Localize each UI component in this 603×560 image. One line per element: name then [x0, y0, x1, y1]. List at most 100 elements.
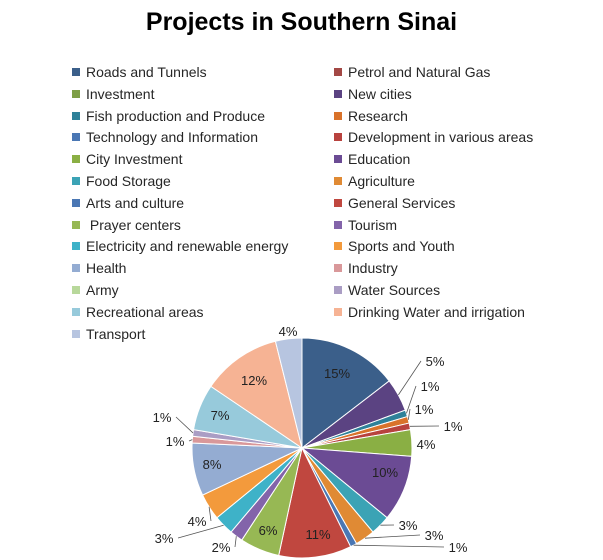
legend-swatch: [334, 307, 342, 316]
legend-item: Food Storage: [72, 173, 171, 193]
legend-swatch: [72, 68, 80, 76]
legend-item: Industry: [334, 260, 398, 280]
leader-line: [406, 385, 417, 414]
pie-slice: [278, 446, 352, 559]
leader-line: [364, 534, 421, 539]
legend-item: Electricity and renewable energy: [72, 238, 288, 258]
legend-label: Education: [348, 151, 411, 168]
legend-label: Petrol and Natural Gas: [348, 64, 491, 80]
legend-item: Transport: [72, 326, 145, 346]
legend-swatch: [334, 220, 342, 229]
legend-item: Agriculture: [334, 173, 415, 193]
legend-swatch: [72, 111, 80, 120]
legend-item: Health: [72, 260, 126, 280]
data-label: 7%: [211, 408, 230, 423]
legend-swatch: [72, 307, 80, 316]
leader-line: [353, 544, 445, 548]
legend-item: Petrol and Natural Gas: [334, 64, 490, 84]
legend-item: Recreational areas: [72, 304, 204, 324]
data-label: 12%: [241, 373, 267, 388]
legend-swatch: [72, 329, 80, 338]
data-label: 1%: [444, 419, 463, 434]
legend-swatch: [334, 177, 342, 185]
legend-label: Food Storage: [86, 173, 171, 189]
legend-swatch: [334, 155, 342, 164]
legend-label: General Services: [348, 194, 456, 211]
legend-label: Arts and culture: [86, 194, 185, 211]
legend-item: New cities: [334, 86, 412, 106]
legend-label: Transport: [86, 325, 146, 342]
legend-item: Roads and Tunnels: [72, 64, 207, 84]
legend-swatch: [334, 198, 342, 207]
legend-swatch: [334, 111, 342, 120]
legend-item: Development in various areas: [334, 129, 533, 149]
legend-label: Sports and Youth: [348, 238, 455, 255]
data-label: 1%: [415, 402, 434, 417]
legend-label: Investment: [86, 85, 155, 102]
data-label: 2%: [212, 540, 231, 555]
legend-item: General Services: [334, 195, 455, 215]
legend-item: Technology and Information: [72, 129, 258, 149]
legend-swatch: [72, 264, 80, 273]
legend-label: Army: [86, 282, 119, 298]
leader-line: [234, 536, 237, 548]
leader-line: [208, 506, 212, 522]
legend-label: City Investment: [86, 151, 183, 168]
legend-swatch: [72, 242, 80, 251]
legend-item: Water Sources: [334, 282, 440, 302]
legend-item: Fish production and Produce: [72, 108, 265, 128]
data-label: 11%: [305, 527, 330, 542]
legend-item: Drinking Water and irrigation: [334, 304, 525, 324]
legend-swatch: [334, 89, 342, 98]
legend-swatch: [72, 220, 80, 229]
data-label: 4%: [188, 514, 207, 529]
legend-item: City Investment: [72, 151, 182, 171]
data-label: 6%: [259, 523, 278, 538]
leader-line: [407, 408, 411, 420]
legend-swatch: [334, 286, 342, 294]
legend-label: Research: [348, 107, 408, 124]
legend-swatch: [72, 286, 80, 294]
data-label: 1%: [153, 410, 172, 425]
legend-label: New cities: [348, 85, 412, 102]
leader-line: [175, 416, 194, 434]
data-label: 1%: [449, 540, 468, 555]
legend-swatch: [334, 264, 342, 273]
legend-item: Research: [334, 108, 408, 128]
legend-label: Prayer centers: [86, 216, 181, 233]
data-label: 4%: [417, 437, 436, 452]
pie-slice: [301, 337, 390, 450]
data-label: 1%: [166, 434, 185, 449]
legend-item: Prayer centers: [72, 217, 181, 237]
pie-slice: [210, 340, 303, 450]
legend-label: Agriculture: [348, 173, 415, 189]
legend-swatch: [72, 133, 80, 142]
data-label: 8%: [203, 457, 222, 472]
leader-line: [177, 524, 224, 539]
legend-label: Tourism: [348, 216, 398, 233]
leader-line: [188, 439, 193, 442]
legend-item: Investment: [72, 86, 154, 106]
legend-item: Army: [72, 282, 119, 302]
legend-label: Development in various areas: [348, 129, 534, 146]
legend-swatch: [72, 89, 80, 98]
legend-label: Recreational areas: [86, 303, 204, 320]
chart-title: Projects in Southern Sinai: [145, 8, 458, 36]
data-label: 5%: [426, 354, 445, 369]
legend-swatch: [72, 177, 80, 185]
legend-swatch: [72, 155, 80, 164]
legend-swatch: [334, 242, 342, 251]
data-label: 10%: [372, 465, 398, 480]
data-label: 3%: [425, 528, 444, 543]
legend-swatch: [334, 68, 342, 76]
legend-item: Sports and Youth: [334, 238, 455, 258]
legend-label: Industry: [348, 260, 398, 277]
data-label: 15%: [324, 366, 350, 381]
legend-item: Education: [334, 151, 410, 171]
data-label: 1%: [421, 379, 440, 394]
legend-item: Arts and culture: [72, 195, 184, 215]
data-label: 3%: [399, 518, 418, 533]
legend-label: Electricity and renewable energy: [86, 238, 289, 255]
legend-swatch: [334, 133, 342, 142]
